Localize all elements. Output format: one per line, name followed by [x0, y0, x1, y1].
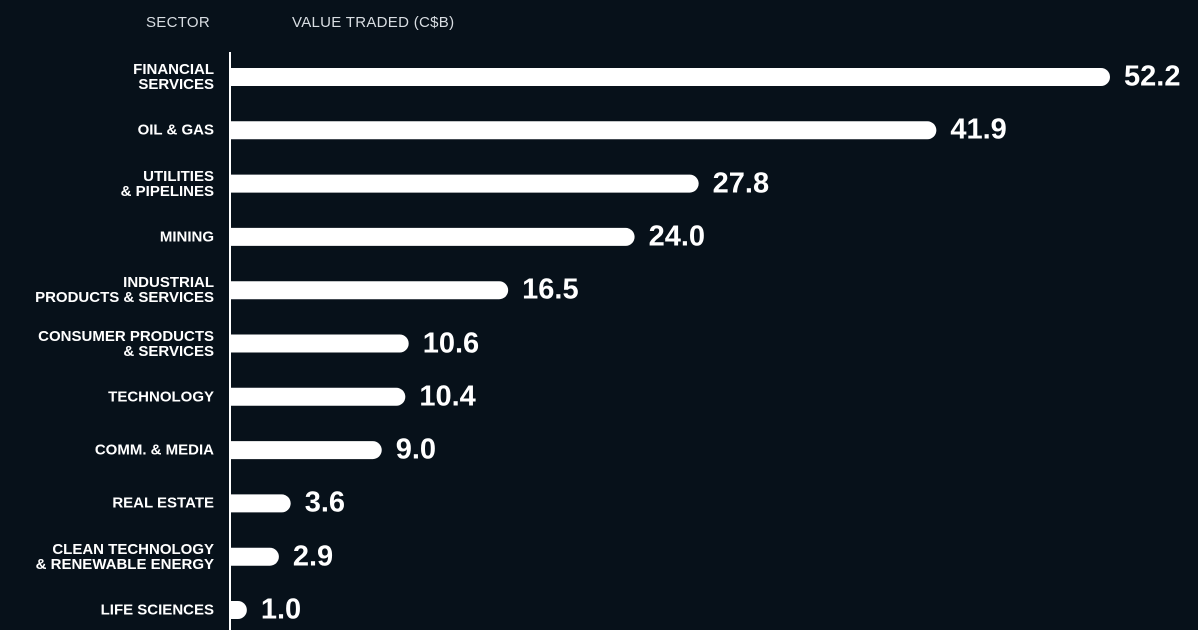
- category-label: OIL & GAS: [137, 121, 214, 139]
- value-label: 41.9: [950, 113, 1007, 146]
- bar: [230, 547, 279, 566]
- bar: [230, 601, 247, 619]
- bar: [230, 281, 509, 300]
- bar: [230, 227, 635, 246]
- value-label: 16.5: [522, 273, 579, 306]
- y-axis-title: SECTOR: [146, 14, 211, 31]
- bar: [230, 441, 382, 460]
- category-label: FINANCIAL SERVICES: [133, 61, 214, 93]
- bar: [230, 68, 1110, 86]
- value-label: 2.9: [292, 540, 334, 573]
- category-label: LIFE SCIENCES: [100, 601, 214, 619]
- value-label: 10.4: [419, 380, 476, 413]
- value-label: 27.8: [712, 167, 770, 200]
- category-label: REAL ESTATE: [112, 494, 214, 512]
- category-label: MINING: [159, 228, 214, 246]
- bar: [230, 121, 937, 140]
- value-label: 24.0: [648, 220, 706, 253]
- bar: [230, 174, 699, 193]
- bar: [230, 494, 291, 513]
- value-label: 52.2: [1124, 60, 1181, 93]
- value-label: 10.6: [422, 327, 480, 359]
- bar: [230, 387, 406, 406]
- category-label: TECHNOLOGY: [108, 388, 214, 406]
- value-label: 9.0: [395, 433, 437, 466]
- bar: [230, 334, 409, 353]
- value-label: 3.6: [304, 486, 346, 519]
- category-label: CONSUMER PRODUCTS & SERVICES: [38, 327, 214, 360]
- value-label: 1.0: [260, 593, 302, 626]
- category-label: UTILITIES & PIPELINES: [120, 167, 214, 200]
- x-axis-title: VALUE TRADED (C$B): [292, 14, 455, 31]
- category-label: INDUSTRIAL PRODUCTS & SERVICES: [35, 274, 214, 307]
- category-label: CLEAN TECHNOLOGY & RENEWABLE ENERGY: [35, 540, 214, 573]
- category-label: COMM. & MEDIA: [94, 441, 214, 459]
